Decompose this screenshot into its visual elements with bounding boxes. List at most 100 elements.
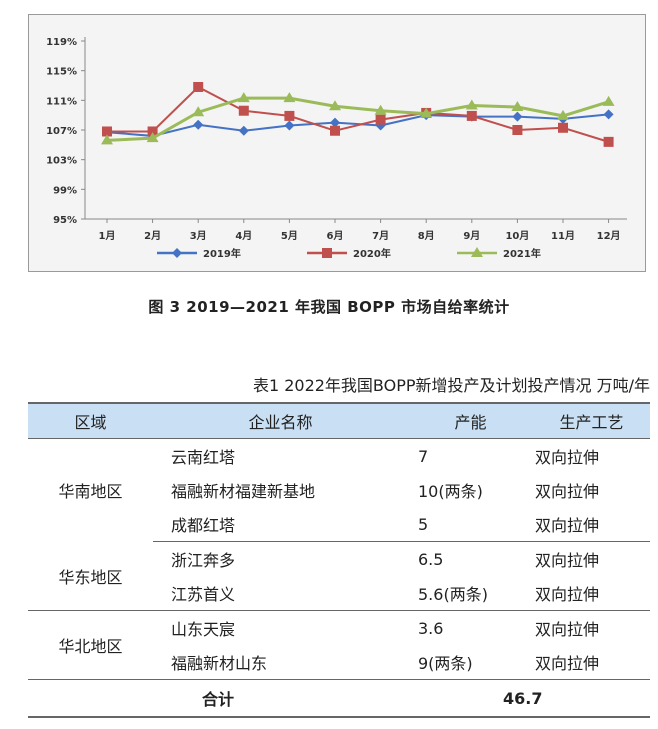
process-cell: 双向拉伸 [535,482,600,501]
data-point-2 [283,92,296,103]
x-tick-label: 8月 [418,230,435,242]
table-row: 成都红塔 5 双向拉伸 [28,507,650,542]
x-tick-label: 4月 [235,230,252,242]
data-point-2 [192,106,205,117]
x-tick-label: 9月 [463,230,480,242]
y-tick-label: 115% [46,67,77,78]
process-cell: 双向拉伸 [533,645,650,680]
data-point-1 [284,110,295,121]
legend-marker [471,247,483,257]
capacity-cell: 7 [418,446,429,466]
data-point-2 [511,101,524,112]
x-tick-label: 3月 [190,230,207,242]
y-tick-label: 107% [46,126,77,137]
capacity-cell: 5.6(两条) [408,576,533,611]
data-point-1 [193,81,204,92]
company-cell: 江苏首义 [153,576,408,611]
capacity-table: 区域 企业名称 产能 生产工艺 华南地区 云南红塔 7 双向拉伸 福融新材福建新… [28,402,650,718]
legend-marker [172,248,182,258]
data-point-1 [603,136,614,147]
data-point-0 [603,109,614,120]
legend-marker [322,248,332,258]
company-cell: 云南红塔 [171,448,236,467]
data-point-2 [237,92,250,103]
company-cell: 福融新材山东 [153,645,408,680]
process-cell: 双向拉伸 [533,576,650,611]
header-company: 企业名称 [153,402,408,439]
header-process: 生产工艺 [533,402,650,439]
table-row: 华东地区 浙江奔多 6.5 双向拉伸 [28,541,650,611]
table-row: 华南地区 云南红塔 7 双向拉伸 [28,439,650,502]
y-tick-label: 119% [46,37,77,48]
x-tick-label: 12月 [597,230,621,242]
data-point-1 [330,125,340,136]
y-tick-label: 95% [53,215,77,226]
table-row: 福融新材福建新基地 10(两条) 双向拉伸 [28,473,650,507]
x-tick-label: 5月 [281,230,298,242]
region-cell: 华南地区 [58,482,123,502]
table-row: 江苏首义 5.6(两条) 双向拉伸 [28,576,650,611]
x-tick-label: 7月 [372,230,389,242]
table-caption: 表1 2022年我国BOPP新增投产及计划投产情况 万吨/年 [252,376,650,395]
y-tick-label: 99% [53,185,77,196]
x-tick-label: 10月 [505,230,529,242]
process-cell: 双向拉伸 [533,507,650,542]
data-point-1 [466,110,477,121]
line-chart: 95% 99% 103% 107% 111% 115% 119% 1月 2月 3月 4月 5月 6月 7月… [46,37,627,260]
total-label: 合计 [28,679,408,718]
capacity-cell: 9(两条) [408,645,533,680]
data-point-1 [238,105,249,116]
capacity-cell: 6.5 [418,549,444,569]
data-point-1 [512,125,523,135]
data-point-1 [147,126,158,137]
data-point-0 [193,119,204,130]
data-point-0 [330,117,340,128]
series-line-2 [106,96,610,142]
company-cell: 成都红塔 [153,507,408,542]
total-row: 合计 46.7 [28,679,650,718]
data-point-1 [558,122,568,133]
table-row: 华北地区 山东天宸 3.6 双向拉伸 [28,610,650,680]
legend-label: 2019年 [203,247,241,260]
process-cell: 双向拉伸 [535,551,600,570]
total-value: 46.7 [408,679,650,718]
data-point-0 [512,111,523,122]
data-point-2 [420,107,433,118]
header-region: 区域 [28,402,153,439]
region-cell: 华北地区 [28,610,153,680]
legend-label: 2021年 [503,247,541,260]
data-point-0 [238,125,249,136]
figure-caption: 图 3 2019—2021 年我国 BOPP 市场自给率统计 [148,298,510,316]
company-cell: 山东天宸 [171,620,236,639]
capacity-cell: 5 [408,507,533,542]
table-row: 福融新材山东 9(两条) 双向拉伸 [28,645,650,680]
company-cell: 浙江奔多 [171,551,236,570]
region-cell: 华东地区 [28,541,153,611]
x-tick-label: 1月 [99,230,116,242]
y-tick-label: 111% [46,96,77,107]
data-point-1 [102,126,112,137]
data-point-2 [602,95,615,106]
process-cell: 双向拉伸 [535,448,600,467]
legend-label: 2020年 [353,247,391,260]
data-point-2 [146,132,159,143]
x-tick-label: 11月 [551,230,575,242]
x-tick-label: 6月 [327,230,344,242]
data-point-0 [284,120,295,131]
data-point-2 [557,109,569,120]
capacity-cell: 3.6 [418,618,444,638]
capacity-cell: 10(两条) [418,482,483,501]
data-point-2 [374,104,387,115]
series-line-0 [106,113,609,137]
data-point-2 [329,100,341,111]
company-cell: 福融新材福建新基地 [171,482,316,501]
header-capacity: 产能 [408,402,533,439]
table-header-row: 区域 企业名称 产能 生产工艺 [28,402,650,439]
data-point-1 [375,114,386,125]
y-tick-label: 103% [46,156,77,167]
series-line-1 [107,85,609,143]
data-point-2 [465,99,478,110]
chart-panel: 95% 99% 103% 107% 111% 115% 119% 1月 2月 3月 4月 5月 6月 7月… [28,14,646,272]
x-tick-label: 2月 [144,230,161,242]
data-point-2 [101,134,113,145]
